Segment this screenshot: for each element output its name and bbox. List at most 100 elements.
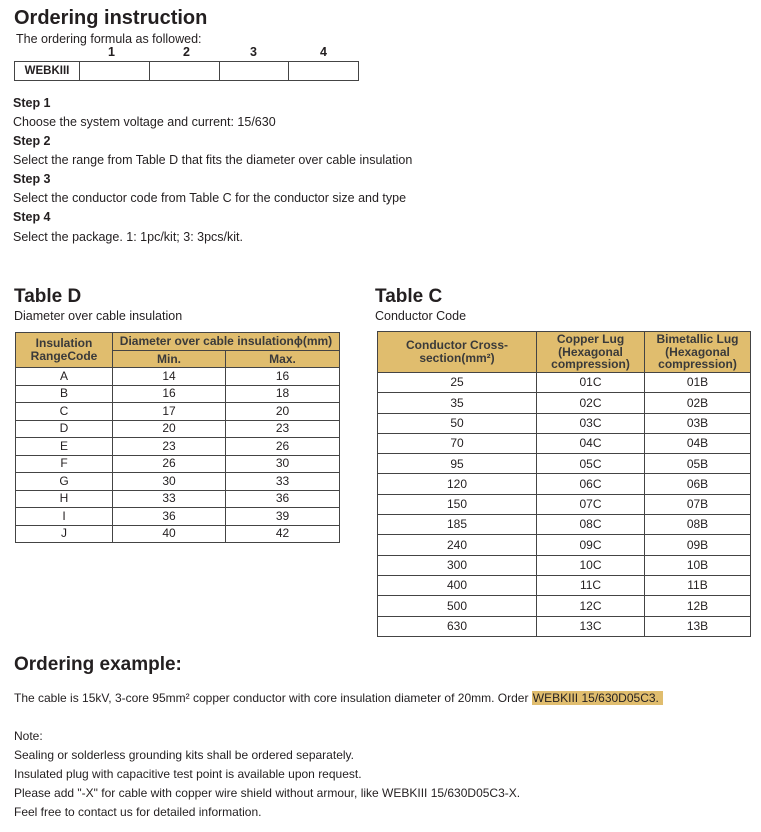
table-row: F 26 30 (15, 454, 340, 473)
formula-position-4: 4 (320, 45, 327, 59)
table-cell: 26 (112, 454, 226, 473)
table-c-header-cross: Conductor Cross-section(mm²) (377, 331, 537, 373)
formula-slot-3 (218, 61, 290, 81)
table-cell: 30 (112, 472, 226, 491)
table-cell: 02C (536, 392, 645, 414)
table-row: B 16 18 (15, 384, 340, 403)
table-cell: 13C (536, 615, 645, 637)
table-cell: 185 (377, 514, 537, 536)
table-cell: 05B (644, 453, 751, 475)
table-cell: 70 (377, 432, 537, 455)
table-row: 630 13C 13B (377, 615, 751, 637)
table-cell: 150 (377, 493, 537, 516)
table-cell: F (15, 454, 113, 473)
table-row: H 33 36 (15, 489, 340, 508)
table-cell: 16 (225, 367, 340, 386)
table-cell: 20 (112, 419, 226, 438)
table-row: 35 02C 02B (377, 392, 751, 414)
note-line-2: Insulated plug with capacitive test poin… (14, 767, 362, 781)
table-cell: 42 (225, 524, 340, 543)
formula-prefix: WEBKIII (14, 61, 80, 81)
table-cell: 01B (644, 371, 751, 394)
table-cell: 630 (377, 615, 537, 637)
table-c-subtitle: Conductor Code (375, 309, 467, 323)
table-cell: H (15, 489, 113, 508)
table-row: 70 04C 04B (377, 432, 751, 455)
table-cell: 30 (225, 454, 340, 473)
table-d-subtitle: Diameter over cable insulation (14, 309, 183, 323)
table-cell: 06C (536, 473, 645, 495)
example-code: WEBKIII 15/630D05C3. (531, 691, 663, 705)
table-cell: 04C (536, 432, 645, 455)
table-cell: 13B (644, 615, 751, 637)
table-cell: 03C (536, 412, 645, 434)
table-cell: 300 (377, 554, 537, 576)
table-cell: 07C (536, 493, 645, 516)
table-row: A 14 16 (15, 367, 340, 386)
table-row: 500 12C 12B (377, 595, 751, 617)
table-cell: 12B (644, 595, 751, 617)
table-cell: 07B (644, 493, 751, 516)
table-cell: 39 (225, 507, 340, 526)
table-d-header-diameter: Diameter over cable insulationϕ(mm) (112, 332, 340, 351)
step-3-text: Select the conductor code from Table C f… (13, 191, 407, 205)
example-title: Ordering example: (14, 654, 182, 675)
table-row: 25 01C 01B (377, 371, 751, 394)
table-cell: A (15, 367, 113, 386)
table-cell: 23 (225, 419, 340, 438)
table-cell: 08C (536, 514, 645, 536)
formula-slot-4 (288, 61, 359, 81)
table-row: 50 03C 03B (377, 412, 751, 434)
table-cell: 23 (112, 437, 226, 456)
table-row: 185 08C 08B (377, 514, 751, 536)
step-4-text: Select the package. 1: 1pc/kit; 3: 3pcs/… (13, 230, 243, 244)
table-cell: 18 (225, 384, 340, 403)
table-cell: 33 (225, 472, 340, 491)
table-cell: 17 (112, 402, 226, 421)
table-cell: 33 (112, 489, 226, 508)
table-row: 240 09C 09B (377, 534, 751, 556)
step-4-label: Step 4 (13, 210, 51, 224)
table-cell: 120 (377, 473, 537, 495)
table-cell: 06B (644, 473, 751, 495)
formula-slot-2 (148, 61, 220, 81)
table-cell: 02B (644, 392, 751, 414)
table-cell: 36 (112, 507, 226, 526)
step-2-text: Select the range from Table D that fits … (13, 153, 413, 167)
table-cell: 240 (377, 534, 537, 556)
table-cell: 40 (112, 524, 226, 543)
table-row: 400 11C 11B (377, 574, 751, 597)
table-cell: 10B (644, 554, 751, 576)
example-text: The cable is 15kV, 3-core 95mm² copper c… (14, 691, 663, 705)
table-cell: 09B (644, 534, 751, 556)
table-cell: 04B (644, 432, 751, 455)
table-c-header-bimetallic: Bimetallic Lug (Hexagonal compression) (644, 331, 751, 373)
step-2-label: Step 2 (13, 134, 51, 148)
example-sentence: The cable is 15kV, 3-core 95mm² copper c… (14, 691, 532, 705)
table-cell: 500 (377, 595, 537, 617)
table-cell: 09C (536, 534, 645, 556)
formula-slot-1 (79, 61, 150, 81)
table-d-header-max: Max. (225, 350, 340, 368)
table-cell: E (15, 437, 113, 456)
table-cell: I (15, 507, 113, 526)
table-cell: B (15, 384, 113, 403)
table-cell: 26 (225, 437, 340, 456)
table-cell: 50 (377, 412, 537, 434)
table-row: 300 10C 10B (377, 554, 751, 576)
note-label: Note: (14, 729, 43, 743)
table-d-title: Table D (14, 286, 82, 307)
page-title: Ordering instruction (14, 7, 208, 29)
step-3-label: Step 3 (13, 172, 51, 186)
table-cell: 03B (644, 412, 751, 434)
table-cell: 36 (225, 489, 340, 508)
table-cell: 95 (377, 453, 537, 475)
table-cell: C (15, 402, 113, 421)
table-cell: 01C (536, 371, 645, 394)
step-1-label: Step 1 (13, 96, 51, 110)
table-cell: J (15, 524, 113, 543)
table-row: E 23 26 (15, 437, 340, 456)
formula-table: WEBKIII (14, 61, 359, 81)
table-cell: 25 (377, 371, 537, 394)
table-c-header-copper: Copper Lug (Hexagonal compression) (536, 331, 645, 373)
